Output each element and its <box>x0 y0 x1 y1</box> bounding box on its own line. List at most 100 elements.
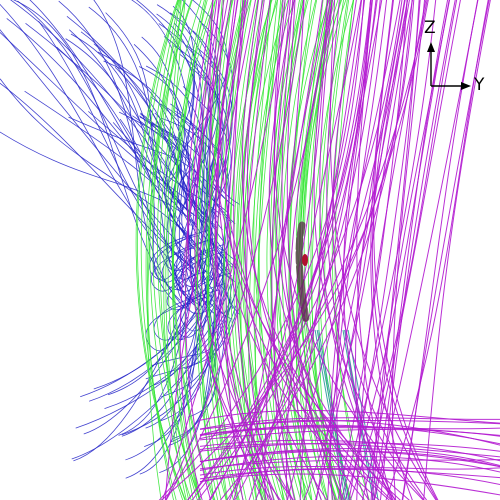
vortex-core-tube <box>295 221 310 324</box>
magenta-streamline <box>162 0 290 500</box>
vortex-core <box>295 221 310 324</box>
green-streamline <box>147 0 192 500</box>
blue-streamline <box>12 0 181 301</box>
magenta-streamline <box>199 420 500 430</box>
magenta-streamline <box>285 0 362 500</box>
green-streamline <box>135 0 186 500</box>
magenta-streamline <box>349 0 458 500</box>
blue-streamline <box>0 31 192 204</box>
magenta-streamline <box>268 0 397 500</box>
magenta-streamline <box>246 0 275 500</box>
green-streamline <box>147 0 182 500</box>
magenta-streamline <box>199 409 500 424</box>
blue-streamline <box>80 31 196 307</box>
magenta-streamline <box>215 0 294 500</box>
green-streamline <box>253 0 312 500</box>
magenta-streamline <box>199 468 500 480</box>
axis-triad-icon <box>427 42 471 90</box>
magenta-streamline <box>271 0 296 500</box>
green-streamline <box>165 0 190 500</box>
magenta-streamline <box>329 0 437 500</box>
magenta-streamline <box>199 465 500 476</box>
blue-streamline <box>88 6 185 210</box>
blue-streamline <box>0 29 226 291</box>
magenta-streamline <box>319 0 394 500</box>
green-streamline <box>331 0 370 500</box>
magenta-streamline <box>391 0 426 500</box>
magenta-streamline <box>402 0 479 500</box>
green-streamline <box>258 0 286 500</box>
magenta-streamline <box>199 425 500 436</box>
green-streamline <box>167 0 214 500</box>
blue-streamline <box>24 90 198 229</box>
blue-streamline <box>150 247 195 292</box>
green-streamline <box>275 0 322 500</box>
magenta-streamline <box>264 0 323 500</box>
green-streamline <box>240 0 289 500</box>
blue-streamline <box>68 29 203 252</box>
blue-streamline <box>6 18 207 225</box>
magenta-streamline <box>371 0 438 500</box>
green-streamline <box>207 0 245 500</box>
blue-streamline <box>186 272 230 315</box>
blue-streamline <box>65 38 205 216</box>
magenta-streamline <box>356 0 427 500</box>
magenta-streamline <box>217 0 380 500</box>
green-streamline <box>136 0 186 500</box>
blue-streamline <box>58 0 201 307</box>
magenta-streamline <box>303 0 414 500</box>
magenta-streamline <box>248 0 366 500</box>
blue-streamline <box>29 0 209 268</box>
green-streamline <box>255 0 282 500</box>
teal-streamline <box>342 329 374 500</box>
magenta-streamline <box>373 0 449 500</box>
magenta-streamline <box>164 0 249 500</box>
magenta-streamline <box>226 0 429 500</box>
magenta-streamline <box>327 0 388 500</box>
teal-streamline <box>314 329 346 500</box>
blue-streamline <box>158 23 235 207</box>
magenta-streamline <box>423 0 491 500</box>
magenta-streamline <box>370 0 413 500</box>
magenta-streamline <box>373 0 479 500</box>
magenta-streamline <box>370 0 451 500</box>
green-streamline <box>159 0 202 500</box>
magenta-streamline <box>199 467 500 486</box>
green-streamline <box>163 0 187 500</box>
green-streamline <box>172 0 207 500</box>
blue-streamline <box>145 302 191 352</box>
magenta-streamline <box>315 0 409 500</box>
blue-streamline <box>0 78 205 256</box>
green-streamline <box>266 0 304 500</box>
magenta-streamline <box>356 0 393 500</box>
magenta-streamline <box>199 439 500 462</box>
green-streamline <box>152 0 202 500</box>
green-streamline <box>289 0 329 500</box>
magenta-streamline <box>228 0 328 500</box>
magenta-streamline <box>344 0 450 500</box>
magenta-streamline <box>329 0 401 500</box>
teal-streamline <box>316 329 348 500</box>
green-streamline <box>213 0 248 500</box>
green-streamline <box>275 0 305 500</box>
blue-streamline <box>25 23 229 213</box>
z-axis-label: Z <box>424 18 436 38</box>
magenta-streamline <box>361 0 461 500</box>
blue-streamline <box>165 229 209 271</box>
magenta-streamline <box>199 442 500 452</box>
magenta-streamline <box>214 0 280 500</box>
vortex-core-highlight <box>302 254 308 266</box>
magenta-streamline <box>379 0 456 500</box>
blue-streamline <box>161 240 208 291</box>
teal-streamline <box>318 329 350 500</box>
magenta-streamlines <box>158 0 500 500</box>
blue-streamline <box>140 112 184 234</box>
magenta-streamline <box>299 0 363 500</box>
magenta-streamline <box>199 424 500 445</box>
magenta-streamline <box>385 0 489 500</box>
y-axis-label: Y <box>474 75 485 95</box>
blue-streamline <box>88 111 222 215</box>
magenta-streamline <box>209 0 273 500</box>
green-streamline <box>253 0 283 500</box>
